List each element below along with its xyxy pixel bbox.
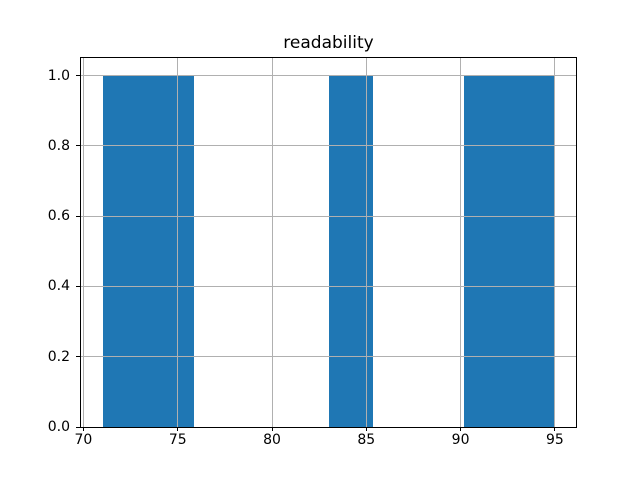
x-tick-label-80: 80 — [263, 432, 281, 448]
y-tick-label-0.4: 0.4 — [47, 278, 70, 295]
x-tick-mark-85 — [365, 427, 367, 431]
histogram-bar — [508, 75, 554, 427]
gridline-y-0.6 — [81, 215, 576, 217]
y-tick-mark-0.8 — [76, 145, 80, 147]
y-tick-mark-0.4 — [76, 285, 80, 287]
y-tick-label-1.0: 1.0 — [47, 67, 70, 84]
gridline-x-70 — [82, 58, 84, 427]
y-tick-label-0.6: 0.6 — [47, 208, 70, 225]
gridline-y-0.8 — [81, 145, 576, 147]
y-tick-mark-0.6 — [76, 215, 80, 217]
x-tick-mark-80 — [271, 427, 273, 431]
gridline-y-0.4 — [81, 285, 576, 287]
histogram-bar — [463, 75, 509, 427]
x-tick-label-90: 90 — [451, 432, 470, 448]
x-tick-label-70: 70 — [74, 432, 93, 448]
gridline-x-80 — [271, 58, 273, 427]
x-tick-mark-75 — [177, 427, 179, 431]
gridline-y-1.0 — [81, 75, 576, 77]
y-tick-mark-0.2 — [76, 356, 80, 358]
x-tick-label-95: 95 — [545, 432, 564, 448]
y-tick-mark-0.0 — [76, 426, 80, 428]
gridline-x-90 — [460, 58, 462, 427]
gridline-x-75 — [177, 58, 179, 427]
gridline-x-95 — [554, 58, 556, 427]
y-tick-mark-1.0 — [76, 75, 80, 77]
plot-area — [80, 57, 577, 428]
x-tick-label-85: 85 — [357, 432, 376, 448]
gridline-y-0.0 — [81, 426, 576, 427]
x-tick-mark-90 — [460, 427, 462, 431]
y-tick-label-0.2: 0.2 — [47, 348, 70, 365]
gridline-x-85 — [365, 58, 367, 427]
gridline-y-0.2 — [81, 356, 576, 358]
x-tick-mark-70 — [82, 427, 84, 431]
histogram-bar — [148, 75, 194, 427]
x-tick-mark-95 — [554, 427, 556, 431]
y-tick-label-0.0: 0.0 — [47, 419, 70, 435]
y-tick-label-0.8: 0.8 — [47, 137, 70, 154]
x-tick-label-75: 75 — [168, 432, 187, 448]
chart-title: readability — [283, 33, 374, 53]
histogram-bar — [103, 75, 149, 427]
